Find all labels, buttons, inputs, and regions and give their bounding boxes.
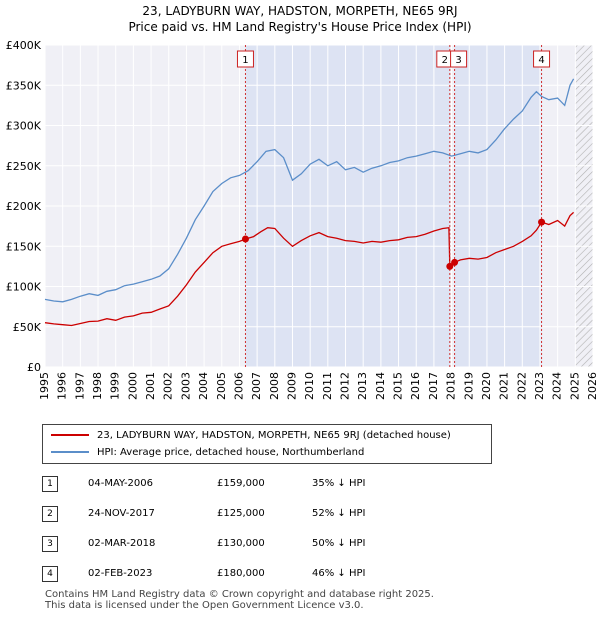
- y-tick-label: £250K: [6, 160, 42, 173]
- y-axis-labels: £0 £50K £100K £150K £200K £250K £300K £350K £400…: [6, 39, 42, 374]
- property-price-line: [44, 211, 575, 327]
- sale-number-box: [533, 50, 551, 68]
- sale-number-label: 2: [442, 55, 448, 66]
- x-tick-label: 2012: [339, 372, 352, 400]
- legend-swatch-property: [51, 434, 89, 436]
- sale-number-label: 3: [455, 55, 461, 66]
- hpi-line: [44, 78, 575, 303]
- x-tick-label: 2023: [533, 372, 546, 400]
- legend-item-hpi: HPI: Average price, detached house, Nort…: [51, 445, 364, 461]
- price-chart: 1995 1996 1997 1998 1999 2000 2001 2002 2003 2004…: [6, 39, 599, 400]
- legend-label-property: 23, LADYBURN WAY, HADSTON, MORPETH, NE65…: [97, 430, 451, 441]
- x-tick-label: 2024: [551, 372, 564, 400]
- sale-number-badge: 2: [42, 506, 58, 522]
- sale-price: £125,000: [217, 508, 265, 519]
- footer-line-2: This data is licensed under the Open Gov…: [45, 600, 364, 611]
- sale-number-box: [236, 50, 254, 68]
- x-tick-label: 2007: [250, 372, 263, 400]
- sale-row: 1 04-MAY-2006 £159,000 35% ↓ HPI: [42, 474, 462, 494]
- sale-hpi-delta: 46% ↓ HPI: [312, 568, 366, 579]
- sale-date: 24-NOV-2017: [88, 508, 155, 519]
- legend: 23, LADYBURN WAY, HADSTON, MORPETH, NE65…: [42, 424, 492, 464]
- x-tick-label: 2000: [126, 372, 139, 400]
- sale-point: [451, 258, 459, 266]
- x-tick-label: 1996: [56, 372, 69, 400]
- x-tick-label: 2002: [162, 372, 175, 400]
- sale-row: 2 24-NOV-2017 £125,000 52% ↓ HPI: [42, 504, 462, 524]
- x-tick-label: 1999: [109, 372, 122, 400]
- sale-date: 04-MAY-2006: [88, 478, 154, 489]
- chart-title: 23, LADYBURN WAY, HADSTON, MORPETH, NE65…: [142, 4, 458, 18]
- x-tick-label: 2005: [215, 372, 228, 400]
- x-tick-label: 2001: [144, 372, 157, 400]
- x-tick-label: 2020: [480, 372, 493, 400]
- sale-hpi-delta: 52% ↓ HPI: [312, 508, 366, 519]
- sale-number-badge: 4: [42, 566, 58, 582]
- sale-number-box: [450, 50, 468, 68]
- x-tick-label: 2016: [409, 372, 422, 400]
- x-tick-label: 2008: [268, 372, 281, 400]
- legend-label-hpi: HPI: Average price, detached house, Nort…: [97, 447, 365, 458]
- y-tick-label: £0: [27, 361, 41, 374]
- sale-row: 3 02-MAR-2018 £130,000 50% ↓ HPI: [42, 534, 462, 554]
- sale-hpi-delta: 50% ↓ HPI: [312, 538, 366, 549]
- y-tick-label: £100K: [6, 281, 42, 294]
- footer-line-1: Contains HM Land Registry data © Crown c…: [45, 589, 434, 600]
- sale-point: [538, 218, 546, 226]
- x-tick-label: 1998: [91, 372, 104, 400]
- sale-point: [241, 235, 249, 243]
- grid-lines: [44, 44, 594, 368]
- sale-date: 02-FEB-2023: [88, 568, 153, 579]
- x-tick-label: 2018: [445, 372, 458, 400]
- y-tick-label: £50K: [13, 321, 42, 334]
- sale-number-label: 4: [538, 55, 544, 66]
- sale-number-label: 1: [242, 55, 248, 66]
- x-tick-label: 2026: [586, 372, 599, 400]
- sale-number-badge: 3: [42, 536, 58, 552]
- x-tick-label: 2003: [179, 372, 192, 400]
- x-tick-label: 2010: [303, 372, 316, 400]
- legend-item-property: 23, LADYBURN WAY, HADSTON, MORPETH, NE65…: [51, 428, 451, 444]
- sale-row: 4 02-FEB-2023 £180,000 46% ↓ HPI: [42, 564, 462, 584]
- y-tick-label: £300K: [6, 120, 42, 133]
- sale-date: 02-MAR-2018: [88, 538, 156, 549]
- series-lines: [44, 78, 575, 327]
- footer-attribution: Contains HM Land Registry data © Crown c…: [45, 589, 434, 611]
- x-tick-label: 2014: [374, 372, 387, 400]
- x-tick-label: 2022: [515, 372, 528, 400]
- x-tick-label: 2025: [568, 372, 581, 400]
- sale-number-badge: 1: [42, 476, 58, 492]
- x-tick-label: 1995: [38, 372, 51, 400]
- sale-price: £180,000: [217, 568, 265, 579]
- sale-point: [446, 262, 454, 270]
- sale-price: £130,000: [217, 538, 265, 549]
- x-tick-label: 2004: [197, 372, 210, 400]
- x-tick-label: 1997: [73, 372, 86, 400]
- chart-title-block: 23, LADYBURN WAY, HADSTON, MORPETH, NE65…: [0, 3, 600, 35]
- x-tick-label: 2021: [498, 372, 511, 400]
- chart-subtitle: Price paid vs. HM Land Registry's House …: [128, 20, 472, 34]
- x-tick-label: 2006: [232, 372, 245, 400]
- x-tick-label: 2019: [462, 372, 475, 400]
- y-tick-label: £150K: [6, 240, 42, 253]
- sale-price: £159,000: [217, 478, 265, 489]
- y-tick-label: £400K: [6, 39, 42, 52]
- x-tick-label: 2011: [321, 372, 334, 400]
- sale-hpi-delta: 35% ↓ HPI: [312, 478, 366, 489]
- x-tick-label: 2009: [285, 372, 298, 400]
- x-axis-labels: 1995 1996 1997 1998 1999 2000 2001 2002 2003 2004…: [38, 372, 599, 400]
- x-tick-label: 2015: [392, 372, 405, 400]
- y-tick-label: £200K: [6, 200, 42, 213]
- legend-swatch-hpi: [51, 451, 89, 453]
- x-tick-label: 2017: [427, 372, 440, 400]
- y-tick-label: £350K: [6, 79, 42, 92]
- x-tick-label: 2013: [356, 372, 369, 400]
